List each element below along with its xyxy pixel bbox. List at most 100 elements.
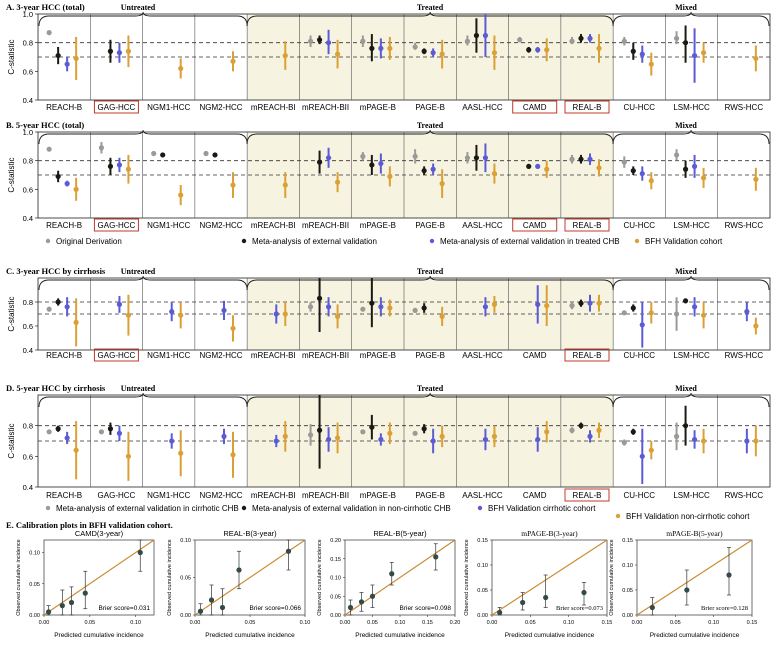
legend-label-bfh-cirr: BFH Validation cirrhotic cohort [488, 504, 596, 513]
y-tick-label: 0.6 [23, 322, 33, 331]
x-tick-label: mREACH-BI [251, 103, 296, 112]
calibration-x-label: Predicted cumulative incidence [205, 632, 295, 639]
point-meta [630, 305, 636, 311]
calibration-y-tick-label: 0.00 [330, 613, 341, 619]
point-bfh [230, 452, 236, 458]
group-brace [38, 129, 248, 145]
panel-a-title: A. 3-year HCC (total) [6, 2, 85, 12]
point-meta [421, 305, 427, 311]
calibration-x-tick-label: 0.05 [670, 620, 681, 626]
point-bfh [491, 301, 498, 307]
x-tick-label: PAGE-B [415, 103, 445, 112]
x-tick-label: REACH-B [46, 491, 82, 500]
calibration-point [369, 593, 376, 599]
legend-marker-original [45, 238, 51, 244]
x-tick-label: LSM-HCC [673, 221, 710, 230]
y-tick-label: 0.4 [23, 346, 33, 355]
calibration-y-label: Observed cumulative incidence [609, 539, 615, 615]
point-bfh [753, 438, 759, 444]
calibration-title: mPAGE-B(5-year) [666, 529, 723, 538]
x-tick-label: NGM1-HCC [147, 351, 190, 360]
point-chb [116, 50, 123, 56]
x-tick-label: LSM-HCC [673, 491, 710, 500]
calibration-point [137, 549, 143, 556]
point-chb [535, 47, 541, 53]
calibration-x-label: Predicted cumulative incidence [650, 632, 740, 639]
calibration-panel-5: mPAGE-B(5-year) Predicted cumulative inci… [609, 529, 757, 639]
point-bfh [387, 305, 393, 311]
panel-e-title: E. Calibration plots in BFH validation c… [6, 520, 173, 530]
point-original [569, 156, 575, 162]
calibration-point [208, 597, 215, 603]
point-original [569, 427, 575, 433]
point-bfh [125, 166, 132, 172]
point-bfh [73, 319, 79, 325]
y-tick-label: 0.8 [23, 422, 33, 431]
legend-marker-bfh [634, 238, 640, 244]
point-bfh [700, 312, 707, 318]
x-tick-label: PAGE-B [415, 221, 445, 230]
panel-d-title: D. 5-year HCC by cirrhosis [6, 383, 106, 393]
point-original [360, 153, 366, 159]
calibration-x-tick-label: 0.10 [130, 620, 141, 626]
x-tick-label: LSM-HCC [673, 103, 710, 112]
x-tick-label: mREACH-BII [302, 221, 349, 230]
point-chb [116, 162, 123, 168]
point-original [307, 432, 314, 438]
point-original [307, 304, 314, 310]
brier-score: Brier score=0.128 [701, 605, 748, 612]
point-chb [273, 438, 279, 444]
group-labels-a: Untreated Treated Mixed [121, 3, 698, 12]
x-tick-label: GAG-HCC [98, 103, 136, 112]
calibration-x-tick-label: 0.10 [563, 620, 574, 626]
forest-panel-a: C-statistic 0.4 0.6 0.8 1.0 REACH-B GAG-HCC NGM… [7, 10, 771, 114]
point-original [673, 311, 680, 317]
group-label-treated: Treated [417, 3, 444, 12]
calibration-x-tick-label: 0.05 [525, 620, 536, 626]
point-meta [55, 426, 61, 432]
point-meta [421, 168, 427, 174]
point-chb [221, 433, 227, 439]
point-bfh [544, 429, 550, 435]
x-tick-label: AASL-HCC [462, 103, 503, 112]
x-tick-label: mREACH-BII [302, 103, 349, 112]
point-bfh [178, 312, 184, 318]
point-bfh [178, 450, 184, 456]
point-original [360, 38, 366, 44]
x-tick-label: CU-HCC [624, 351, 656, 360]
calibration-x-tick-label: 0.05 [367, 620, 378, 626]
point-meta [316, 37, 323, 43]
point-bfh [125, 312, 132, 318]
point-original [46, 306, 52, 312]
point-bfh [439, 181, 445, 187]
point-original [569, 303, 575, 309]
point-bfh [125, 48, 132, 54]
calibration-y-tick-label: 0.20 [330, 538, 341, 544]
group-label-untreated: Untreated [121, 267, 156, 276]
calibration-x-tick-label: 0.00 [39, 620, 50, 626]
y-tick-label: 0.6 [23, 67, 33, 76]
calibration-y-tick-label: 0.05 [29, 582, 40, 588]
legend-marker-meta-cirr [45, 505, 51, 511]
point-bfh [753, 323, 759, 329]
calibration-point [285, 548, 292, 554]
x-tick-label: PAGE-B [415, 351, 445, 360]
y-tick-label: 0.4 [23, 483, 33, 492]
point-original [621, 439, 627, 446]
highlight-box [93, 100, 139, 114]
group-brace [612, 129, 770, 145]
point-chb [587, 300, 593, 306]
point-bfh [648, 447, 654, 453]
point-original [412, 430, 418, 436]
point-original [621, 38, 627, 44]
group-brace [38, 392, 248, 408]
y-tick-label: 0.8 [23, 39, 33, 48]
x-tick-label: RWS-HCC [725, 221, 764, 230]
point-chb [691, 52, 698, 59]
point-chb [116, 301, 123, 307]
group-label-treated: Treated [417, 384, 444, 393]
y-tick-label: 0.4 [23, 214, 33, 223]
point-chb [430, 50, 436, 56]
point-bfh [544, 166, 550, 172]
calibration-title: REAL-B(5-year) [373, 529, 427, 538]
